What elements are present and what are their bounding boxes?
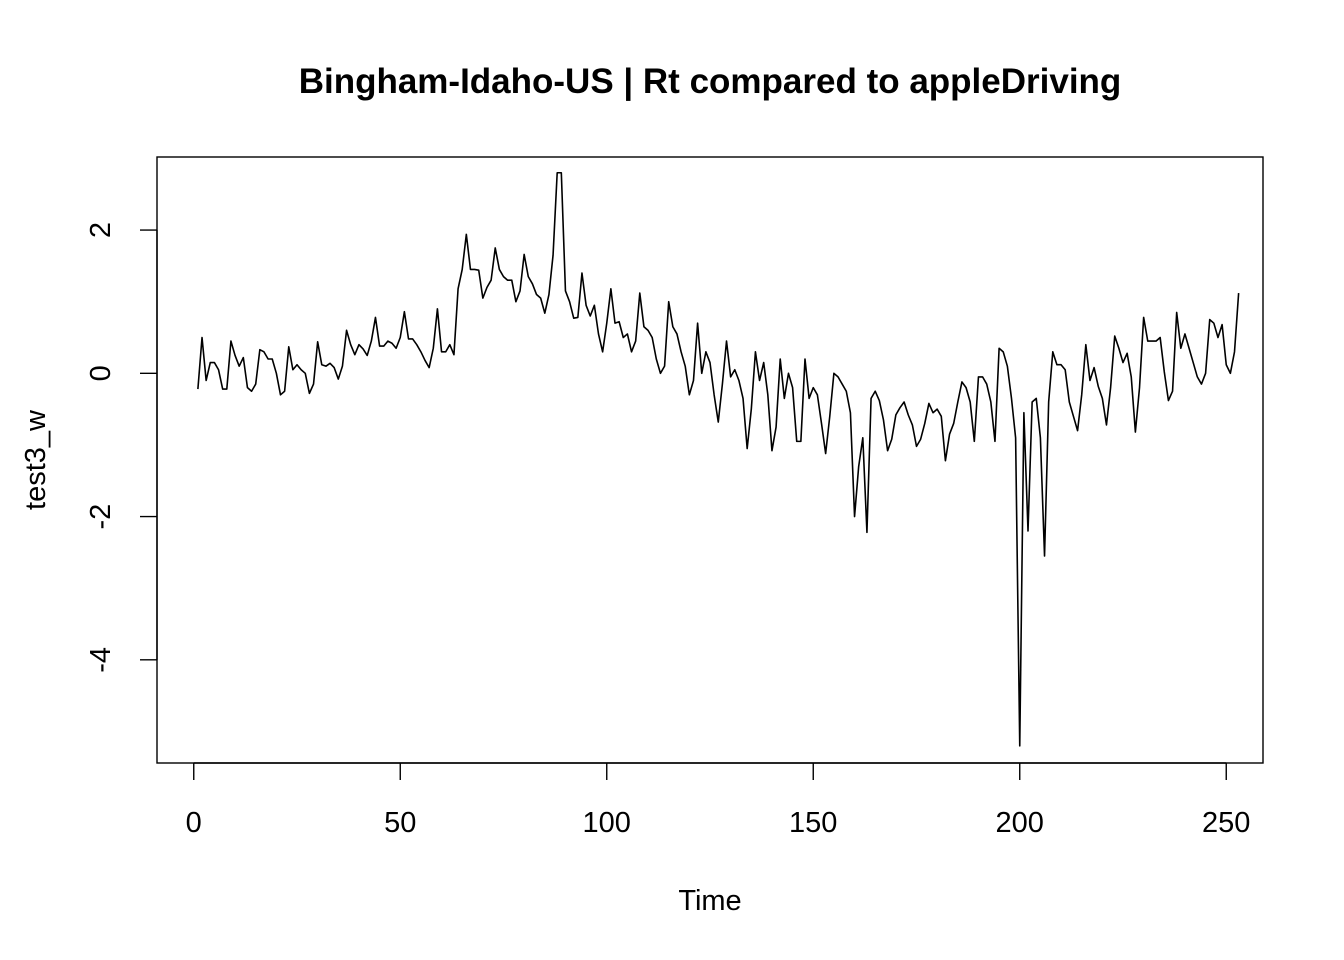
y-tick-label: 0 [85,365,117,381]
series-line [197,171,1240,747]
y-axis: -4 -2 0 2 [85,222,158,673]
chart-title: Bingham-Idaho-US | Rt compared to appleD… [299,62,1122,101]
y-tick-label: -4 [85,647,117,673]
x-axis: 0 50 100 150 200 250 [186,762,1250,839]
x-tick-label: 100 [583,807,631,839]
y-tick-label: 2 [85,222,117,238]
x-tick-label: 250 [1202,807,1250,839]
y-tick-label: -2 [85,504,117,530]
x-tick-label: 50 [384,807,416,839]
series-layer [197,171,1240,747]
plot-frame [156,156,1264,764]
x-tick-label: 0 [186,807,202,839]
y-axis-label: test3_w [20,409,52,510]
x-tick-label: 200 [996,807,1044,839]
x-axis-label: Time [678,885,741,917]
x-tick-label: 150 [789,807,837,839]
